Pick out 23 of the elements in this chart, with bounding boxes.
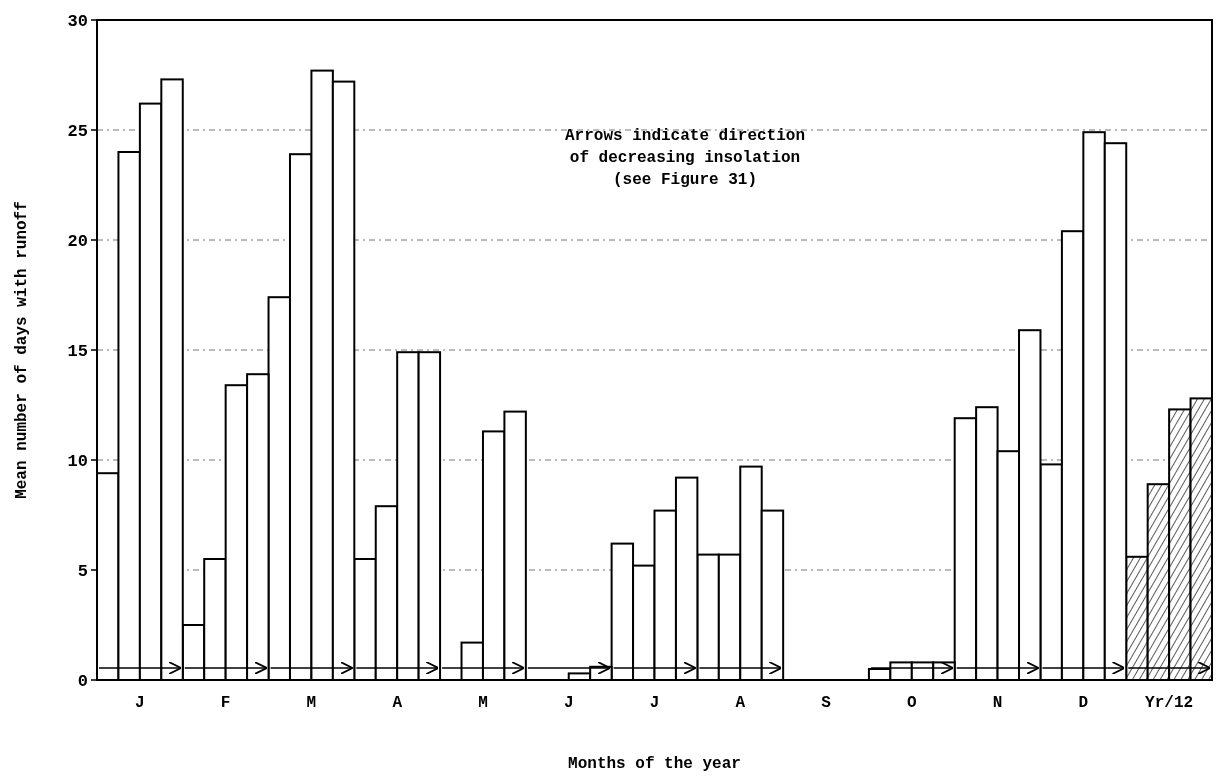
x-tick-label: A — [392, 694, 403, 712]
y-tick-label: 25 — [67, 121, 88, 141]
x-tick-label: J — [649, 694, 660, 712]
y-tick-label: 15 — [67, 341, 88, 361]
x-tick-label: A — [735, 694, 746, 712]
y-axis-title: Mean number of days with runoff — [13, 201, 31, 499]
x-axis-title: Months of the year — [568, 755, 741, 773]
y-tick-label: 30 — [67, 11, 88, 31]
x-tick-label: J — [135, 694, 145, 712]
y-tick-label: 20 — [67, 231, 88, 251]
x-tick-label: D — [1078, 694, 1089, 712]
x-tick-label: N — [992, 694, 1003, 712]
annotation: Arrows indicate direction of decreasing insolation (see Figure 31) — [564, 127, 806, 189]
y-tick-label: 10 — [67, 451, 88, 471]
x-tick-label: F — [220, 694, 231, 712]
y-tick-label: 5 — [77, 561, 88, 581]
x-tick-label: S — [821, 694, 832, 712]
x-tick-label: M — [306, 694, 317, 712]
x-tick-label: Yr/12 — [1145, 694, 1194, 712]
x-tick-label: J — [563, 694, 574, 712]
x-tick-label: M — [478, 694, 488, 712]
y-tick-label: 0 — [77, 671, 88, 691]
x-tick-label: O — [907, 694, 917, 712]
